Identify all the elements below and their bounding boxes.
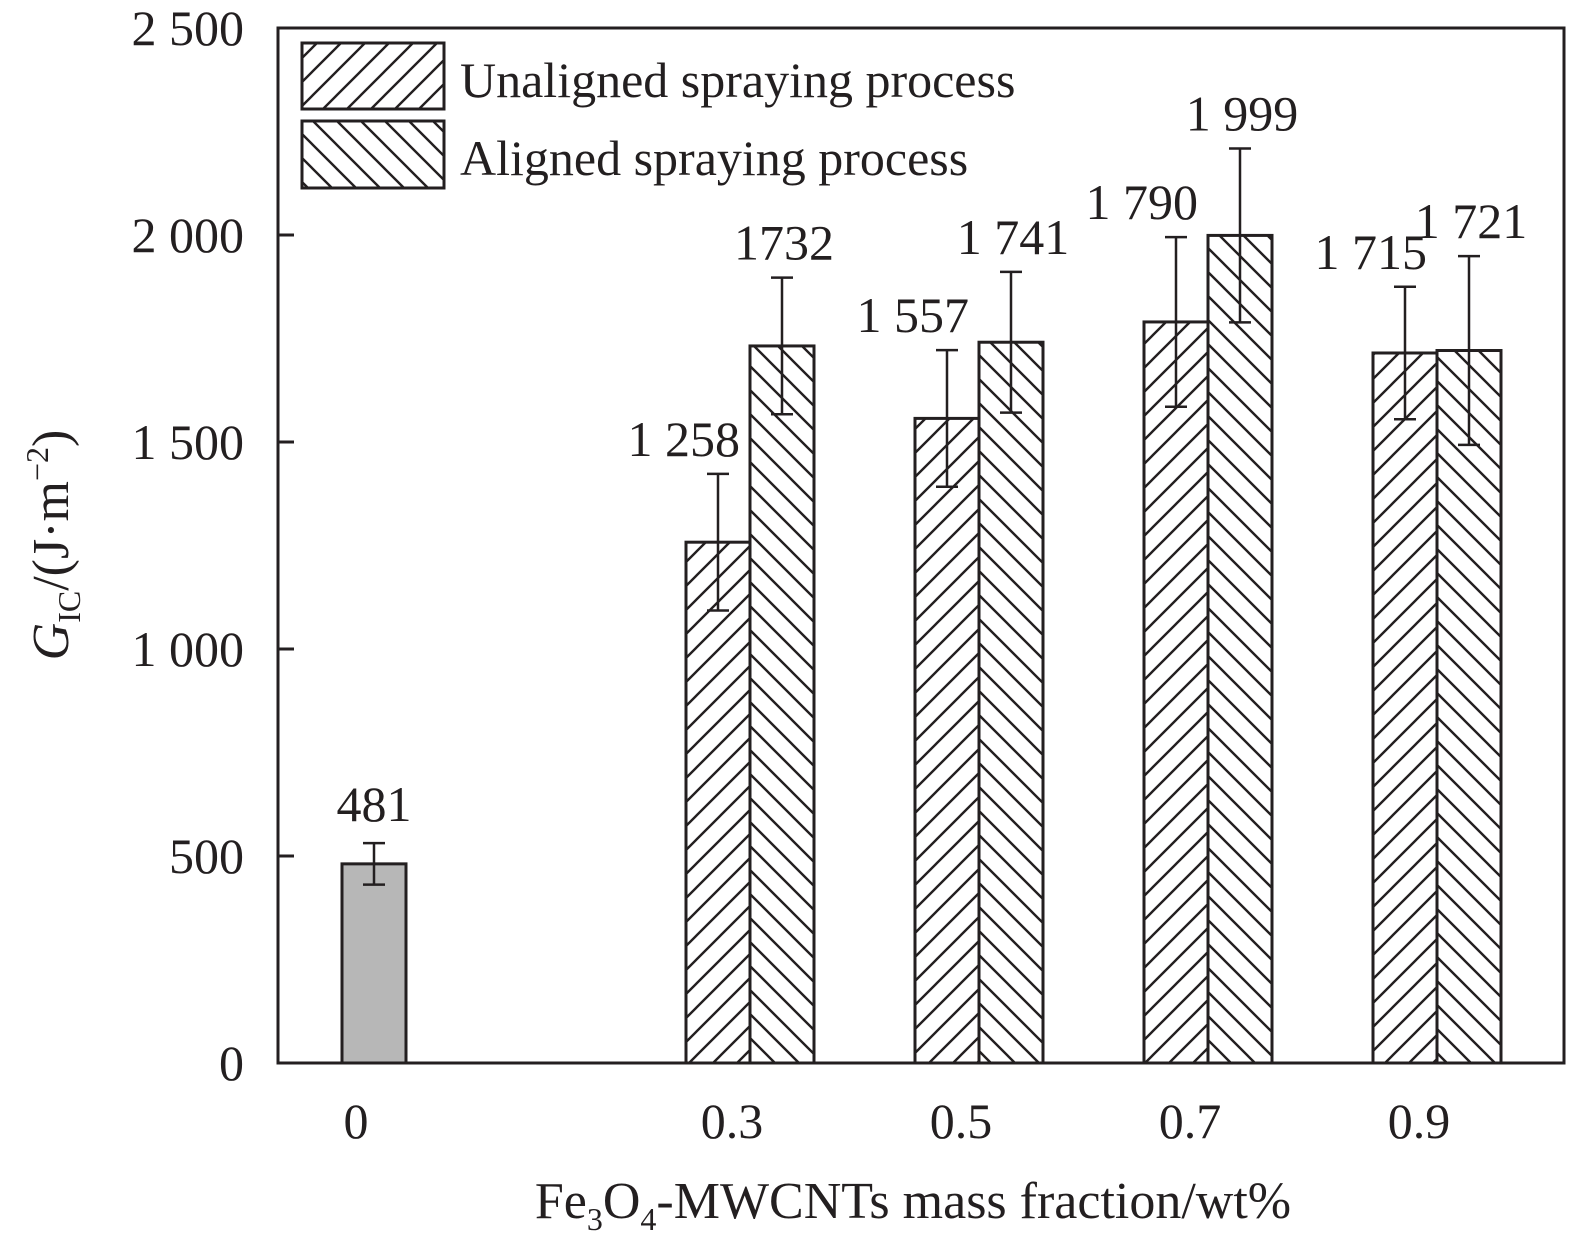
y-axis-title: GIC/(J·m−2) (19, 430, 87, 661)
y-tick-label: 0 (219, 1035, 244, 1091)
bar-aligned (1435, 349, 1503, 1065)
value-label-aligned: 1 741 (957, 209, 1070, 265)
x-tick-label: 0.3 (701, 1093, 764, 1149)
y-tick-label: 1 500 (132, 414, 245, 470)
legend-label-unaligned: Unaligned spraying process (460, 52, 1015, 108)
bar-baseline (340, 862, 408, 1065)
bar-aligned (1206, 233, 1274, 1065)
x-tick-label: 0.9 (1388, 1093, 1451, 1149)
value-label-aligned: 1 721 (1415, 193, 1528, 249)
x-axis: 0 0.3 0.5 0.7 0.9 (344, 1093, 1451, 1149)
y-axis: 0 500 1 000 1 500 2 000 2 500 (132, 0, 294, 1091)
legend-label-aligned: Aligned spraying process (460, 130, 968, 186)
value-label-unaligned: 1 557 (857, 287, 970, 343)
value-label-unaligned: 1 715 (1315, 224, 1428, 280)
value-label-aligned: 1 999 (1186, 85, 1299, 141)
bar-unaligned (913, 416, 981, 1065)
x-tick-label: 0.7 (1159, 1093, 1222, 1149)
bar-unaligned (684, 540, 752, 1065)
x-tick-label: 0 (344, 1093, 369, 1149)
y-tick-label: 2 000 (132, 207, 245, 263)
legend: Unaligned spraying process Aligned spray… (300, 41, 1015, 190)
x-tick-label: 0.5 (930, 1093, 993, 1149)
y-tick-label: 500 (169, 828, 244, 884)
value-label-unaligned: 1 258 (628, 411, 741, 467)
y-tick-label: 1 000 (132, 621, 245, 677)
bar-unaligned (1371, 351, 1439, 1065)
value-label-baseline: 481 (337, 776, 412, 832)
legend-swatch-aligned (300, 119, 446, 190)
bar-aligned (977, 340, 1045, 1065)
legend-swatch-unaligned (300, 41, 446, 111)
y-tick-label: 2 500 (132, 0, 245, 56)
x-axis-title: Fe3O4-MWCNTs mass fraction/wt% (535, 1173, 1291, 1237)
value-label-unaligned: 1 790 (1086, 174, 1199, 230)
bar-unaligned (1142, 320, 1210, 1065)
bar-aligned (748, 344, 816, 1065)
value-label-aligned: 1732 (734, 215, 834, 271)
